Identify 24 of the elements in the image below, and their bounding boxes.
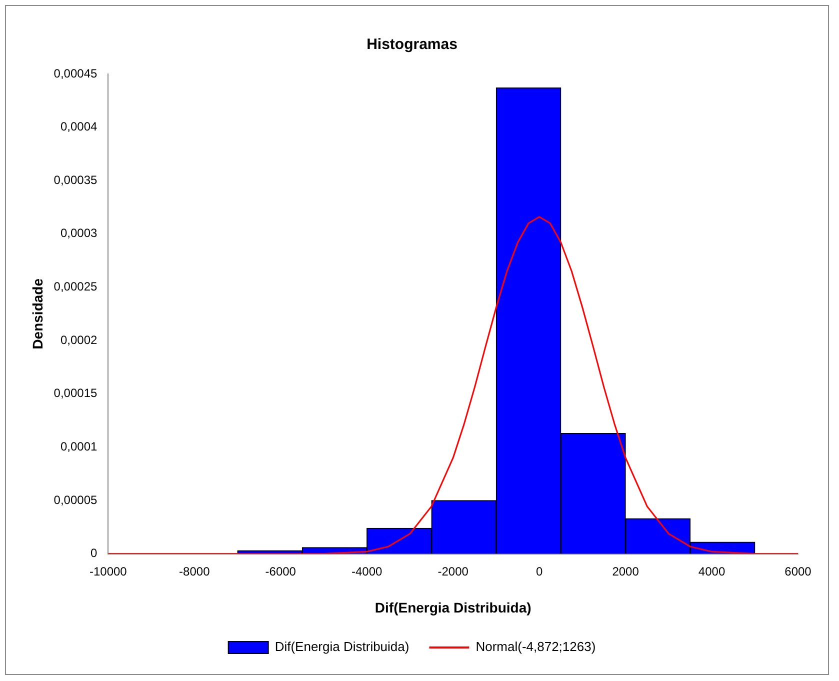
x-tick-label: 4000 [698, 564, 726, 578]
y-axis-title: Densidade [29, 278, 46, 350]
y-tick-label: 0,00005 [54, 492, 98, 507]
y-tick-label: 0,00035 [54, 172, 98, 187]
y-tick-label: 0,00015 [54, 386, 98, 400]
legend-label: Dif(Energia Distribuida) [274, 639, 410, 654]
x-tick-label: 2000 [612, 564, 640, 578]
y-tick-label: 0,00045 [54, 66, 98, 80]
x-tick-label: 6000 [784, 564, 812, 578]
x-tick-label: -8000 [179, 564, 210, 578]
y-tick-label: 0 [90, 546, 98, 560]
x-axis-title: Dif(Energia Distribuida) [374, 599, 532, 616]
y-tick-label: 0,00025 [54, 280, 98, 294]
chart-title: Histogramas [366, 36, 458, 54]
x-tick-label: -2000 [438, 564, 469, 578]
x-tick-label: -10000 [89, 564, 128, 578]
y-tick-label: 0,0001 [60, 439, 98, 454]
y-tick-label: 0,0003 [60, 226, 98, 240]
x-tick-label: -4000 [352, 564, 383, 578]
x-tick-label: -6000 [265, 564, 296, 578]
y-tick-label: 0,0002 [60, 332, 98, 347]
legend-label: Normal(-4,872;1263) [476, 639, 596, 654]
x-tick-label: 0 [536, 564, 543, 578]
y-tick-label: 0,0004 [60, 120, 98, 134]
